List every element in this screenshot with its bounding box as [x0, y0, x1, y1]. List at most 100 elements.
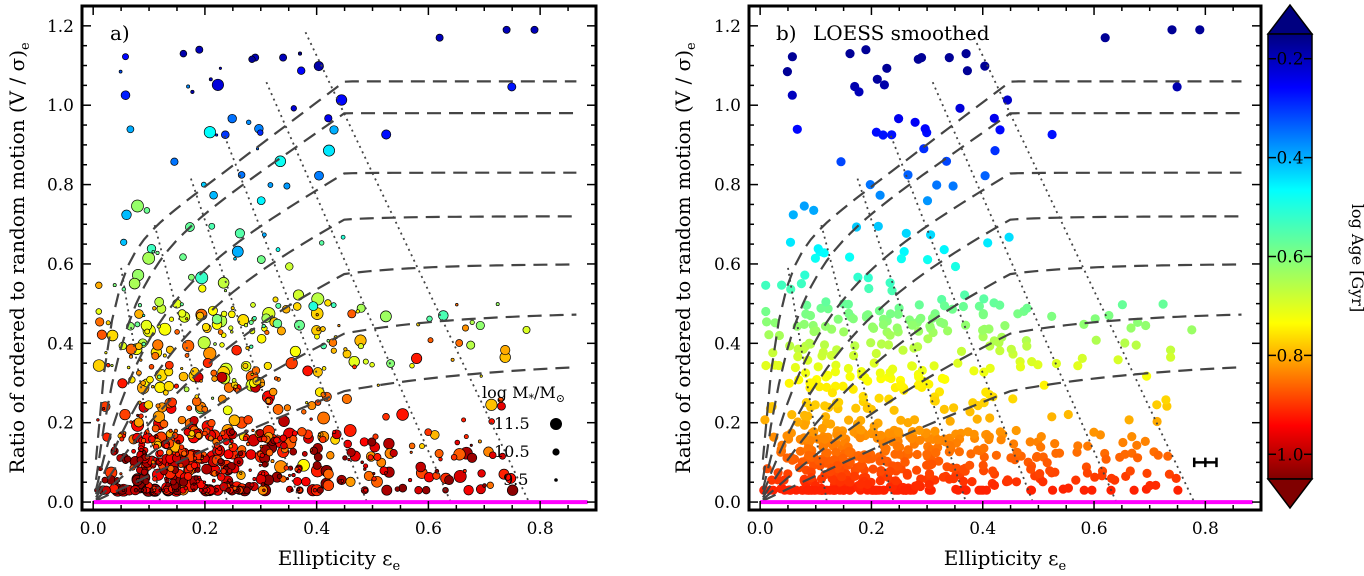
data-point: [210, 369, 218, 377]
data-point: [291, 473, 296, 478]
data-point: [313, 61, 324, 72]
data-point: [151, 249, 156, 254]
data-point: [856, 425, 866, 435]
data-point: [279, 53, 288, 62]
data-point: [831, 447, 841, 457]
data-point: [985, 413, 995, 423]
data-point: [863, 402, 873, 412]
data-point: [1026, 485, 1037, 495]
data-point: [163, 487, 169, 493]
data-point: [1145, 480, 1155, 491]
data-point: [323, 468, 334, 480]
data-point: [152, 457, 158, 462]
y-tick-label: 0.4: [47, 334, 74, 354]
data-point: [913, 480, 923, 490]
data-point: [217, 329, 224, 335]
data-point: [211, 375, 218, 382]
data-point: [297, 66, 306, 75]
data-point: [252, 316, 257, 321]
data-point: [1026, 464, 1036, 474]
data-point: [507, 82, 517, 92]
colorbar-bottom-arrow: [1266, 478, 1314, 510]
data-point: [1167, 25, 1177, 35]
data-point: [434, 449, 444, 458]
data-point: [297, 51, 303, 56]
data-point: [1172, 82, 1182, 92]
y-tick-label: 1.0: [714, 96, 741, 116]
data-point: [936, 317, 946, 327]
model-dashed-line: [95, 313, 577, 501]
data-point: [820, 434, 830, 444]
data-point: [221, 130, 230, 140]
data-point: [958, 476, 969, 486]
data-point: [211, 314, 223, 325]
x-tick-label: 0.6: [1081, 519, 1108, 539]
data-point: [137, 303, 142, 308]
data-point: [250, 302, 256, 308]
data-point: [382, 413, 390, 421]
model-dashed-line: [94, 112, 577, 480]
model-dashed-line: [94, 215, 577, 495]
data-point: [1161, 395, 1171, 405]
data-point: [912, 465, 922, 475]
data-point: [892, 441, 902, 451]
data-point: [290, 105, 297, 112]
data-point: [803, 444, 813, 454]
data-point: [820, 401, 830, 411]
panel-a-frame: [80, 4, 598, 512]
data-point: [850, 341, 860, 351]
data-point: [1152, 400, 1162, 410]
data-point: [891, 476, 901, 486]
colorbar-label: log Age [Gyr]: [1348, 204, 1364, 312]
data-point: [462, 324, 469, 332]
model-dashed-line: [95, 263, 577, 499]
data-point: [347, 309, 357, 319]
data-point: [291, 430, 298, 437]
data-point: [242, 362, 249, 369]
data-point: [173, 428, 179, 434]
data-point: [934, 456, 944, 466]
legend-item-label: 9.5: [503, 470, 528, 489]
data-point: [873, 221, 883, 231]
data-point: [819, 340, 830, 350]
data-point: [1120, 449, 1130, 459]
data-point: [231, 378, 237, 383]
data-point: [208, 222, 216, 230]
data-point: [885, 330, 895, 340]
data-point: [1127, 432, 1137, 442]
data-point: [898, 345, 908, 355]
data-point: [223, 449, 234, 460]
model-dashed-line: [94, 171, 577, 490]
data-point: [261, 435, 268, 443]
data-point: [201, 463, 212, 475]
data-point: [790, 362, 801, 373]
data-point: [309, 417, 313, 421]
data-point: [261, 461, 268, 468]
data-point: [280, 441, 288, 450]
data-point: [258, 463, 262, 467]
data-point: [155, 403, 161, 409]
data-point: [978, 310, 988, 320]
data-point: [197, 336, 211, 350]
data-point: [186, 405, 193, 412]
panel-a: 0.0 0.2 0.4 0.6 0.80.00.20.40.60.81.01.2 a) …: [5, 4, 598, 574]
data-point: [1063, 409, 1073, 420]
data-point: [128, 354, 134, 359]
data-point: [1079, 485, 1089, 495]
data-point: [359, 437, 369, 447]
data-point: [995, 125, 1005, 135]
data-point: [322, 479, 335, 492]
data-point: [463, 485, 474, 496]
data-point: [949, 403, 959, 413]
legend-marker-large: [550, 418, 562, 430]
data-point: [383, 437, 395, 450]
data-point: [154, 297, 165, 307]
data-point: [939, 301, 950, 311]
data-point: [312, 367, 323, 378]
data-point: [158, 322, 172, 336]
data-point: [965, 460, 975, 470]
data-point: [263, 361, 272, 370]
data-point: [197, 475, 201, 480]
data-point: [932, 180, 942, 190]
